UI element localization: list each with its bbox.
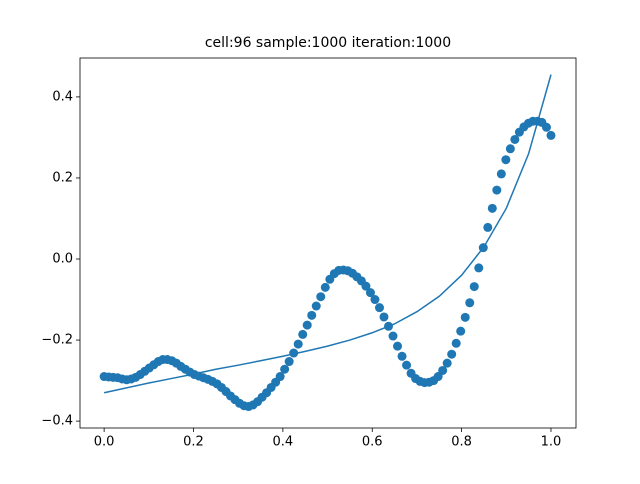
scatter-point xyxy=(451,338,461,348)
scatter-point xyxy=(302,320,312,330)
scatter-point xyxy=(298,329,308,339)
line xyxy=(103,74,552,394)
scatter-point xyxy=(280,364,290,374)
y-tick-label: 0.0 xyxy=(52,252,73,267)
x-tick-label: 1.0 xyxy=(541,435,562,450)
scatter-point xyxy=(438,365,448,375)
scatter-point xyxy=(465,298,475,308)
scatter-point xyxy=(289,348,299,358)
scatter-point xyxy=(510,134,520,144)
scatter-point xyxy=(501,155,511,165)
scatter-point xyxy=(374,303,384,313)
scatter-point xyxy=(456,326,466,336)
scatter-point xyxy=(275,372,285,382)
scatter-point xyxy=(496,169,506,179)
scatter-point xyxy=(316,292,326,302)
scatter-point xyxy=(546,130,556,140)
scatter-point xyxy=(361,281,371,291)
scatter-point xyxy=(474,263,484,273)
scatter-point xyxy=(460,312,470,322)
scatter-point xyxy=(320,282,330,292)
chart-title: cell:96 sample:1000 iteration:1000 xyxy=(205,35,451,51)
y-tick-label: 0.4 xyxy=(52,89,73,104)
scatter-point xyxy=(505,144,515,154)
scatter-point xyxy=(307,310,317,320)
x-tick-label: 0.2 xyxy=(183,435,204,450)
scatter-point xyxy=(388,331,398,341)
scatter-point xyxy=(365,288,375,298)
y-tick-label: −0.2 xyxy=(41,333,73,348)
scatter-point xyxy=(311,301,321,311)
scatter-point xyxy=(293,339,303,349)
scatter-point xyxy=(370,295,380,305)
x-tick-label: 0.6 xyxy=(362,435,383,450)
y-tick-label: 0.2 xyxy=(52,170,73,185)
scatter-point xyxy=(541,122,551,132)
y-tick-label: −0.4 xyxy=(41,414,73,429)
scatter-point xyxy=(483,222,493,232)
scatter-point xyxy=(442,358,452,368)
scatter-point xyxy=(393,341,403,351)
x-tick-label: 0.4 xyxy=(273,435,294,450)
x-tick-label: 0.0 xyxy=(94,435,115,450)
scatter-point xyxy=(402,360,412,370)
scatter-point xyxy=(492,185,502,195)
plot-frame xyxy=(79,57,577,429)
scatter-point xyxy=(397,351,407,361)
scatter-point xyxy=(379,312,389,322)
scatter-point xyxy=(447,349,457,359)
scatter-point xyxy=(469,282,479,292)
x-tick-label: 0.8 xyxy=(451,435,472,450)
scatter-point xyxy=(487,203,497,213)
scatter-point xyxy=(284,357,294,367)
